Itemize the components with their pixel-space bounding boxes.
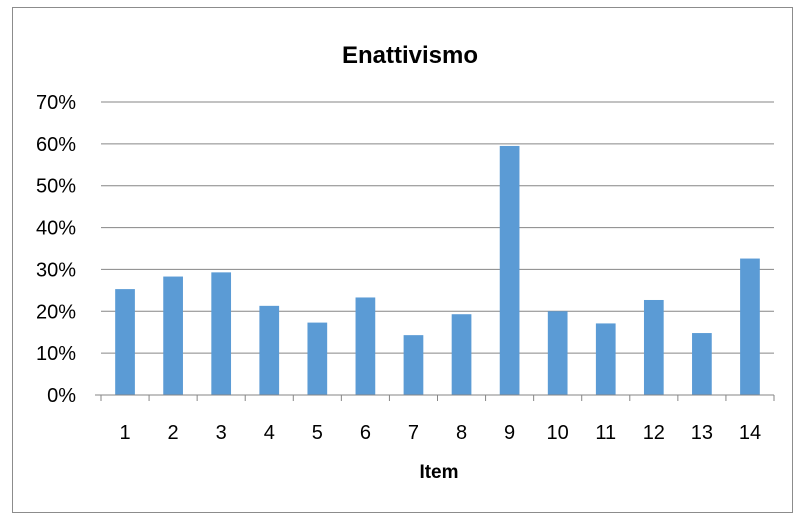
- y-tick-label: 50%: [36, 176, 76, 198]
- bar-14: [740, 258, 760, 395]
- y-tick-label: 0%: [47, 385, 76, 407]
- y-tick-label: 70%: [36, 92, 76, 114]
- bar-12: [643, 299, 664, 395]
- bar-11: [595, 323, 616, 395]
- x-tick-label: 7: [408, 422, 419, 444]
- x-tick-label: 3: [216, 422, 227, 444]
- x-tick-label: 13: [691, 422, 713, 444]
- x-tick-label: 2: [168, 422, 179, 444]
- y-tick-label: 40%: [36, 218, 76, 240]
- bar-4: [259, 305, 280, 395]
- bar-13: [692, 333, 712, 395]
- bar-8: [451, 314, 472, 395]
- gridlines: [101, 101, 774, 354]
- y-tick-labels: 0% 10% 20% 30% 40% 50% 60% 70%: [36, 92, 76, 407]
- y-tick-label: 10%: [36, 343, 76, 365]
- y-tick-label: 60%: [36, 134, 76, 156]
- bar-10: [547, 311, 568, 395]
- chart-title: Enattivismo: [342, 42, 478, 69]
- x-tick-label: 4: [264, 422, 275, 444]
- x-tick-label: 9: [504, 422, 515, 444]
- x-tick-label: 6: [360, 422, 371, 444]
- y-tick-label: 30%: [36, 259, 76, 281]
- y-tick-label: 20%: [36, 301, 76, 323]
- x-tick-labels: 1 2 3 4 5 6 7 8 9 10 11 12 13 14: [100, 395, 775, 444]
- x-tick-label: 8: [456, 422, 467, 444]
- x-axis-label: Item: [419, 462, 458, 483]
- x-tick-label: 14: [739, 422, 761, 444]
- x-tick-label: 10: [547, 422, 569, 444]
- x-tick-label: 1: [119, 422, 130, 444]
- bar-3: [211, 272, 232, 395]
- chart-frame: [12, 7, 793, 513]
- bar-5: [307, 322, 328, 395]
- bar-2: [163, 276, 183, 395]
- x-tick-label: 12: [643, 422, 665, 444]
- x-tick-label: 11: [595, 422, 616, 444]
- bar-9: [499, 145, 520, 395]
- bars: [115, 145, 760, 395]
- x-tick-label: 5: [312, 422, 323, 444]
- bar-7: [403, 335, 424, 395]
- bar-1: [115, 289, 135, 395]
- bar-6: [355, 297, 376, 395]
